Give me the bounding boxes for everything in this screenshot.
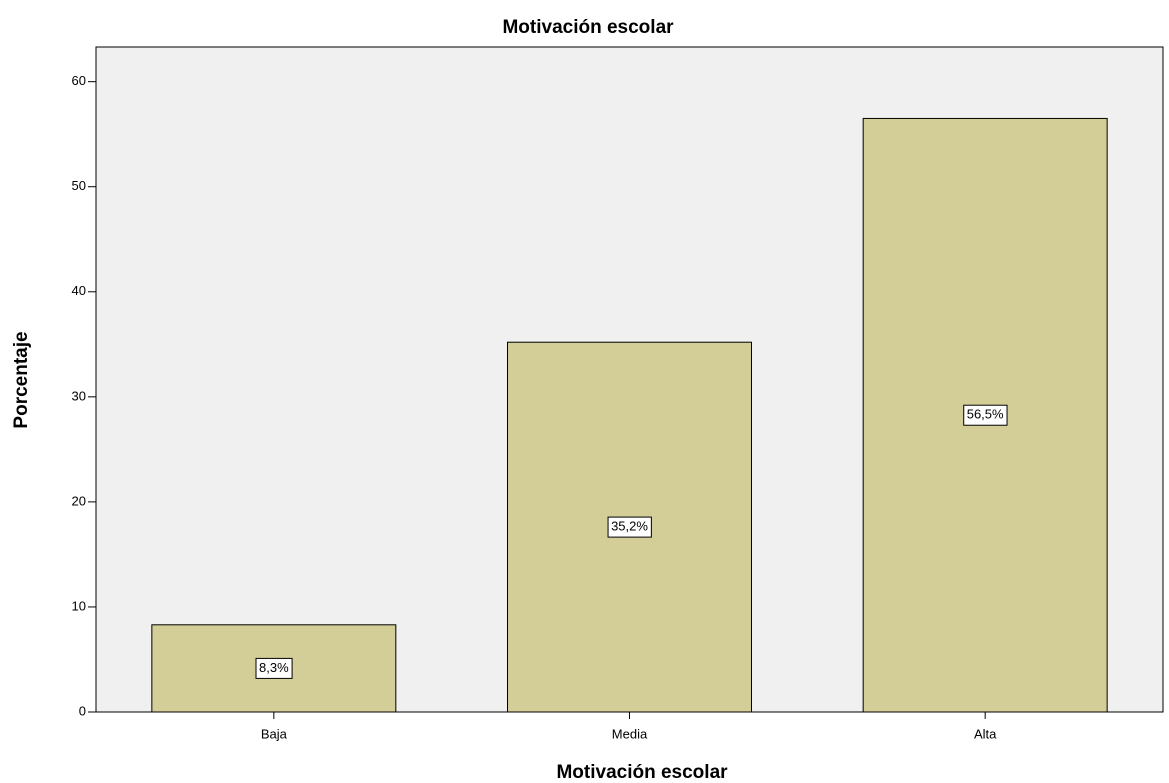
data-label-box <box>963 404 1008 426</box>
chart-title: Motivación escolar <box>502 17 674 38</box>
data-label: 8,3% <box>259 660 289 675</box>
y-tick-label: 40 <box>72 283 86 298</box>
y-tick-label: 30 <box>72 388 86 403</box>
y-tick-label: 10 <box>72 598 86 613</box>
x-tick-label: Baja <box>261 726 288 741</box>
y-tick-label: 20 <box>72 493 86 508</box>
x-tick-label: Alta <box>974 726 997 741</box>
data-label-box <box>255 657 293 679</box>
data-label: 56,5% <box>967 407 1004 422</box>
x-axis-title: Motivación escolar <box>556 762 728 783</box>
bar <box>507 341 752 713</box>
y-tick-label: 50 <box>72 178 86 193</box>
data-label: 35,2% <box>611 519 648 534</box>
y-tick-label: 60 <box>72 73 86 88</box>
y-tick-label: 0 <box>79 703 86 718</box>
data-label-box <box>607 516 652 538</box>
x-tick-label: Media <box>612 726 648 741</box>
y-axis-title: Porcentaje <box>11 331 32 428</box>
